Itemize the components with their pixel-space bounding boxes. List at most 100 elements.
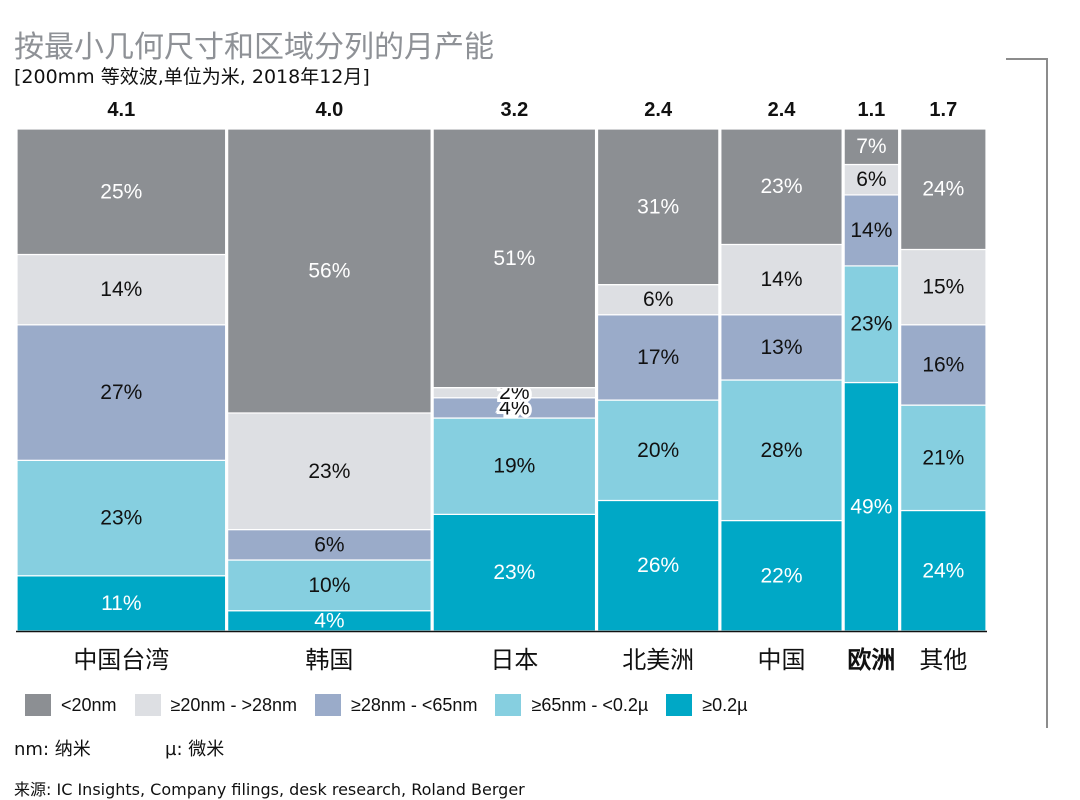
data-label: 6% <box>643 288 673 311</box>
category-label: 中国 <box>757 646 805 674</box>
chart-subtitle: [200mm 等效波,单位为米, 2018年12月] <box>14 66 370 88</box>
data-label: 6% <box>856 168 886 191</box>
column-total-label: 1.1 <box>857 99 885 121</box>
bar-segment <box>16 575 227 632</box>
data-label: 23% <box>493 561 535 584</box>
legend-swatch <box>25 694 51 716</box>
data-label: 4% <box>314 609 344 632</box>
data-label: 27% <box>100 381 142 404</box>
data-label: 51% <box>493 247 535 270</box>
bar-segment <box>843 265 900 384</box>
frame-right-line <box>1046 58 1048 728</box>
legend-label: ≥28nm - <65nm <box>351 694 478 715</box>
data-label: 17% <box>637 346 679 369</box>
bar-segment <box>900 128 987 251</box>
category-label: 北美洲 <box>622 646 694 674</box>
data-label: 23% <box>760 175 802 198</box>
bar-segment <box>16 324 227 461</box>
data-label: 13% <box>760 336 802 359</box>
bar-segment <box>227 412 432 531</box>
data-label: 28% <box>760 439 802 462</box>
source-note: 来源: IC Insights, Company filings, desk r… <box>14 780 525 799</box>
bar-segment <box>720 314 843 381</box>
frame-top-line <box>1006 58 1048 60</box>
legend-label: <20nm <box>61 694 117 715</box>
bar-segment <box>16 253 227 326</box>
data-label: 25% <box>100 180 142 203</box>
note-mu: µ: 微米 <box>165 739 225 760</box>
category-label: 韩国 <box>305 646 353 674</box>
data-label: 22% <box>760 564 802 587</box>
data-label: 10% <box>308 574 350 597</box>
legend-swatch <box>495 694 522 716</box>
data-label: 24% <box>922 559 964 582</box>
note-nm: nm: 纳米 <box>14 739 91 760</box>
data-label: 24% <box>922 178 964 201</box>
bar-segment <box>596 128 720 286</box>
category-label: 中国台湾 <box>73 646 169 674</box>
bar-segment <box>843 381 900 632</box>
bar-segment <box>843 194 900 267</box>
column-total-label: 3.2 <box>500 99 528 121</box>
bar-segment <box>900 404 987 512</box>
column-total-label: 2.4 <box>644 99 673 121</box>
data-label: 49% <box>850 495 892 518</box>
category-label: 其他 <box>919 646 967 674</box>
bar-segment <box>596 284 720 316</box>
legend-item-28-65nm: ≥28nm - <65nm <box>315 694 477 716</box>
bar-segment <box>900 324 987 406</box>
data-label: 31% <box>637 195 679 218</box>
bar-segment <box>843 128 900 166</box>
bar-segment <box>720 379 843 522</box>
data-label: 20% <box>637 439 679 462</box>
data-label: 21% <box>922 446 964 469</box>
legend: <20nm ≥20nm - >28nm ≥28nm - <65nm ≥65nm … <box>25 692 766 718</box>
column-total-label: 4.0 <box>315 99 343 121</box>
bar-segment <box>720 243 843 316</box>
legend-label: ≥65nm - <0.2µ <box>531 694 649 715</box>
legend-item-65nm-02u: ≥65nm - <0.2µ <box>495 694 648 716</box>
bar-segment <box>596 314 720 401</box>
data-label: 6% <box>314 533 344 556</box>
bar-segment <box>16 459 227 577</box>
legend-label: ≥20nm - >28nm <box>170 694 297 715</box>
bar-segment <box>720 519 843 632</box>
data-label: 16% <box>922 353 964 376</box>
bar-segment <box>227 128 432 414</box>
data-label: 56% <box>308 259 350 282</box>
legend-swatch <box>134 694 161 716</box>
bar-segment <box>227 528 432 561</box>
legend-label: ≥0.2µ <box>702 694 748 715</box>
legend-item-ge02u: ≥0.2µ <box>666 694 748 716</box>
data-label: 14% <box>850 219 892 242</box>
legend-swatch <box>315 694 341 716</box>
legend-swatch <box>666 694 693 716</box>
data-label: 11% <box>101 592 141 615</box>
bar-segment <box>16 128 227 256</box>
bar-segment <box>432 128 597 389</box>
data-label: 7% <box>856 135 886 158</box>
category-label: 日本 <box>490 646 538 674</box>
bar-segment <box>720 128 843 246</box>
bar-segment <box>596 399 720 502</box>
column-total-label: 2.4 <box>768 99 797 121</box>
data-label: 14% <box>760 268 802 291</box>
column-total-label: 4.1 <box>107 99 135 121</box>
legend-item-lt20nm: <20nm <box>25 694 117 716</box>
category-label: 欧洲 <box>847 646 895 674</box>
legend-item-20-28nm: ≥20nm - >28nm <box>134 694 297 716</box>
data-label: 23% <box>100 507 142 530</box>
bar-segment <box>900 509 987 632</box>
data-label: 14% <box>100 278 142 301</box>
chart-title: 按最小几何尺寸和区域分列的月产能 <box>14 30 494 65</box>
data-label: 15% <box>922 276 964 299</box>
bar-segment <box>900 248 987 326</box>
bar-segment <box>227 559 432 612</box>
bar-segment <box>432 417 597 515</box>
mekko-chart: 4.1 11% 23% 27% 14% 25% 中国台湾 4.0 4% 10% 6% 23% 56% 韩国… <box>16 99 987 674</box>
column-total-label: 1.7 <box>929 99 957 121</box>
data-label: 23% <box>308 460 350 483</box>
data-label: 23% <box>850 313 892 336</box>
data-label: 19% <box>493 455 535 478</box>
bar-segment <box>596 499 720 632</box>
